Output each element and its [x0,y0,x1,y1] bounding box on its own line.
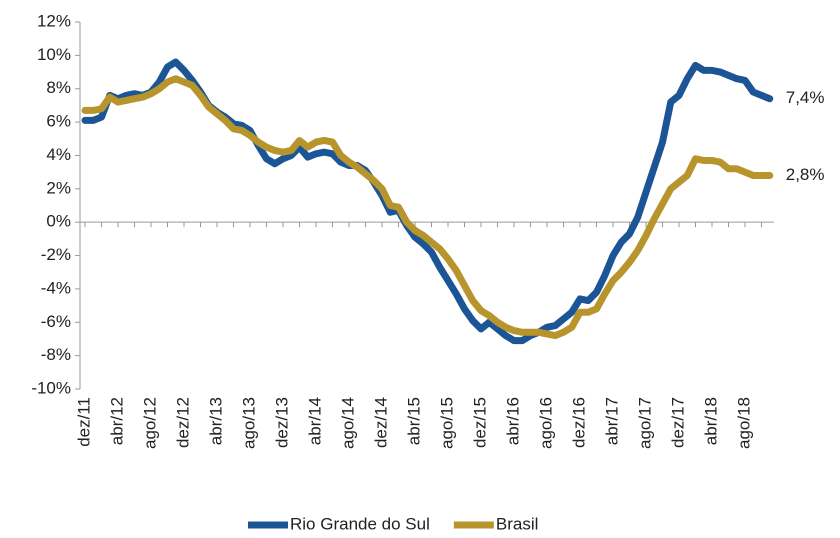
legend-label: Rio Grande do Sul [290,514,430,533]
x-tick-label: abr/13 [206,397,225,445]
x-tick-label: abr/15 [404,397,423,445]
y-tick-label: 2% [46,178,71,197]
x-tick-label: abr/12 [107,397,126,445]
data-label: 2,8% [786,165,825,184]
line [81,75,774,340]
y-tick-label: -2% [41,245,71,264]
y-tick-label: -10% [31,378,71,397]
legend-label: Brasil [496,514,539,533]
x-tick-label: dez/11 [74,397,93,447]
y-tick-label: 10% [37,45,71,64]
data-label: 7,4% [786,88,825,107]
x-tick-label: ago/16 [536,397,555,449]
x-tick-label: ago/17 [635,397,654,449]
y-tick-label: 0% [46,212,71,231]
x-tick-label: ago/18 [734,397,753,449]
y-tick-label: 4% [46,145,71,164]
y-tick-label: -6% [41,312,71,331]
x-tick-label: ago/14 [338,397,357,449]
x-tick-label: dez/15 [470,397,489,448]
y-tick-label: 12% [37,11,71,30]
x-tick-label: abr/18 [701,397,720,445]
x-tick-label: dez/16 [569,397,588,448]
x-tick-label: abr/14 [305,397,324,445]
x-tick-label: dez/14 [371,397,390,448]
x-tick-label: dez/12 [173,397,192,448]
y-tick-label: -4% [41,278,71,297]
x-tick-label: ago/15 [437,397,456,449]
y-tick-label: -8% [41,345,71,364]
x-tick-label: abr/17 [602,397,621,445]
x-tick-label: ago/12 [140,397,159,449]
x-tick-label: ago/13 [239,397,258,449]
x-tick-label: abr/16 [503,397,522,445]
x-tick-label: dez/17 [668,397,687,448]
y-tick-label: 6% [46,112,71,131]
x-tick-label: dez/13 [272,397,291,448]
y-tick-label: 8% [46,78,71,97]
